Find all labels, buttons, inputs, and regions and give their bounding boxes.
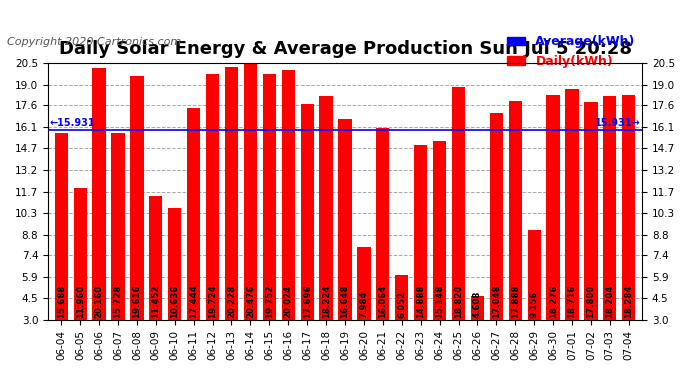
Bar (130, 75, 144, 364)
Bar (509, 101, 522, 364)
Text: 15.728: 15.728 (113, 285, 122, 318)
Text: 19.616: 19.616 (132, 285, 141, 318)
Bar (187, 108, 200, 364)
Bar (168, 208, 181, 364)
Text: 19.724: 19.724 (208, 284, 217, 318)
Text: ←15.931: ←15.931 (50, 118, 95, 128)
Bar (584, 102, 598, 364)
Bar (282, 69, 295, 364)
Bar (92, 68, 106, 364)
Text: 19.752: 19.752 (265, 285, 274, 318)
Text: 18.284: 18.284 (624, 285, 633, 318)
Text: 18.716: 18.716 (568, 285, 577, 318)
Text: 7.984: 7.984 (359, 290, 368, 318)
Bar (206, 74, 219, 364)
Text: 17.888: 17.888 (511, 285, 520, 318)
Text: 17.800: 17.800 (586, 285, 595, 318)
Bar (301, 104, 314, 364)
Text: 20.160: 20.160 (95, 285, 103, 318)
Text: 18.820: 18.820 (454, 285, 463, 318)
Bar (603, 96, 616, 364)
Bar (376, 128, 389, 364)
Bar (244, 63, 257, 364)
Text: 15.688: 15.688 (57, 285, 66, 318)
Bar (528, 230, 541, 364)
Bar (490, 113, 503, 364)
Bar (225, 66, 238, 364)
Text: 17.048: 17.048 (492, 285, 501, 318)
Text: 18.276: 18.276 (549, 285, 558, 318)
Text: 17.696: 17.696 (303, 285, 312, 318)
Title: Daily Solar Energy & Average Production Sun Jul 5 20:28: Daily Solar Energy & Average Production … (59, 40, 631, 58)
Text: 20.476: 20.476 (246, 285, 255, 318)
Text: 4.608: 4.608 (473, 291, 482, 318)
Bar (622, 95, 635, 364)
Bar (565, 89, 579, 364)
Bar (74, 188, 87, 364)
Text: 15.148: 15.148 (435, 285, 444, 318)
Text: 11.452: 11.452 (151, 285, 160, 318)
Text: 11.960: 11.960 (76, 285, 85, 318)
Text: 15.931→: 15.931→ (595, 118, 640, 128)
Bar (357, 247, 371, 364)
Text: 9.156: 9.156 (530, 291, 539, 318)
Text: 6.052: 6.052 (397, 291, 406, 318)
Bar (111, 133, 125, 364)
Text: 16.064: 16.064 (378, 285, 387, 318)
Text: Copyright 2020 Cartronics.com: Copyright 2020 Cartronics.com (7, 37, 181, 47)
Text: 17.444: 17.444 (189, 284, 198, 318)
Bar (452, 87, 465, 364)
Text: 16.648: 16.648 (340, 285, 350, 318)
Text: 20.228: 20.228 (227, 285, 236, 318)
Legend: Average(kWh), Daily(kWh): Average(kWh), Daily(kWh) (502, 30, 641, 72)
Bar (546, 95, 560, 364)
Bar (471, 297, 484, 364)
Text: 20.024: 20.024 (284, 285, 293, 318)
Bar (319, 96, 333, 364)
Bar (149, 196, 162, 364)
Text: 18.224: 18.224 (322, 285, 331, 318)
Bar (263, 74, 276, 364)
Bar (433, 141, 446, 364)
Bar (414, 145, 427, 364)
Bar (338, 119, 352, 364)
Text: 18.204: 18.204 (605, 285, 614, 318)
Bar (395, 275, 408, 364)
Bar (55, 134, 68, 364)
Text: 14.888: 14.888 (416, 285, 425, 318)
Text: 10.636: 10.636 (170, 285, 179, 318)
